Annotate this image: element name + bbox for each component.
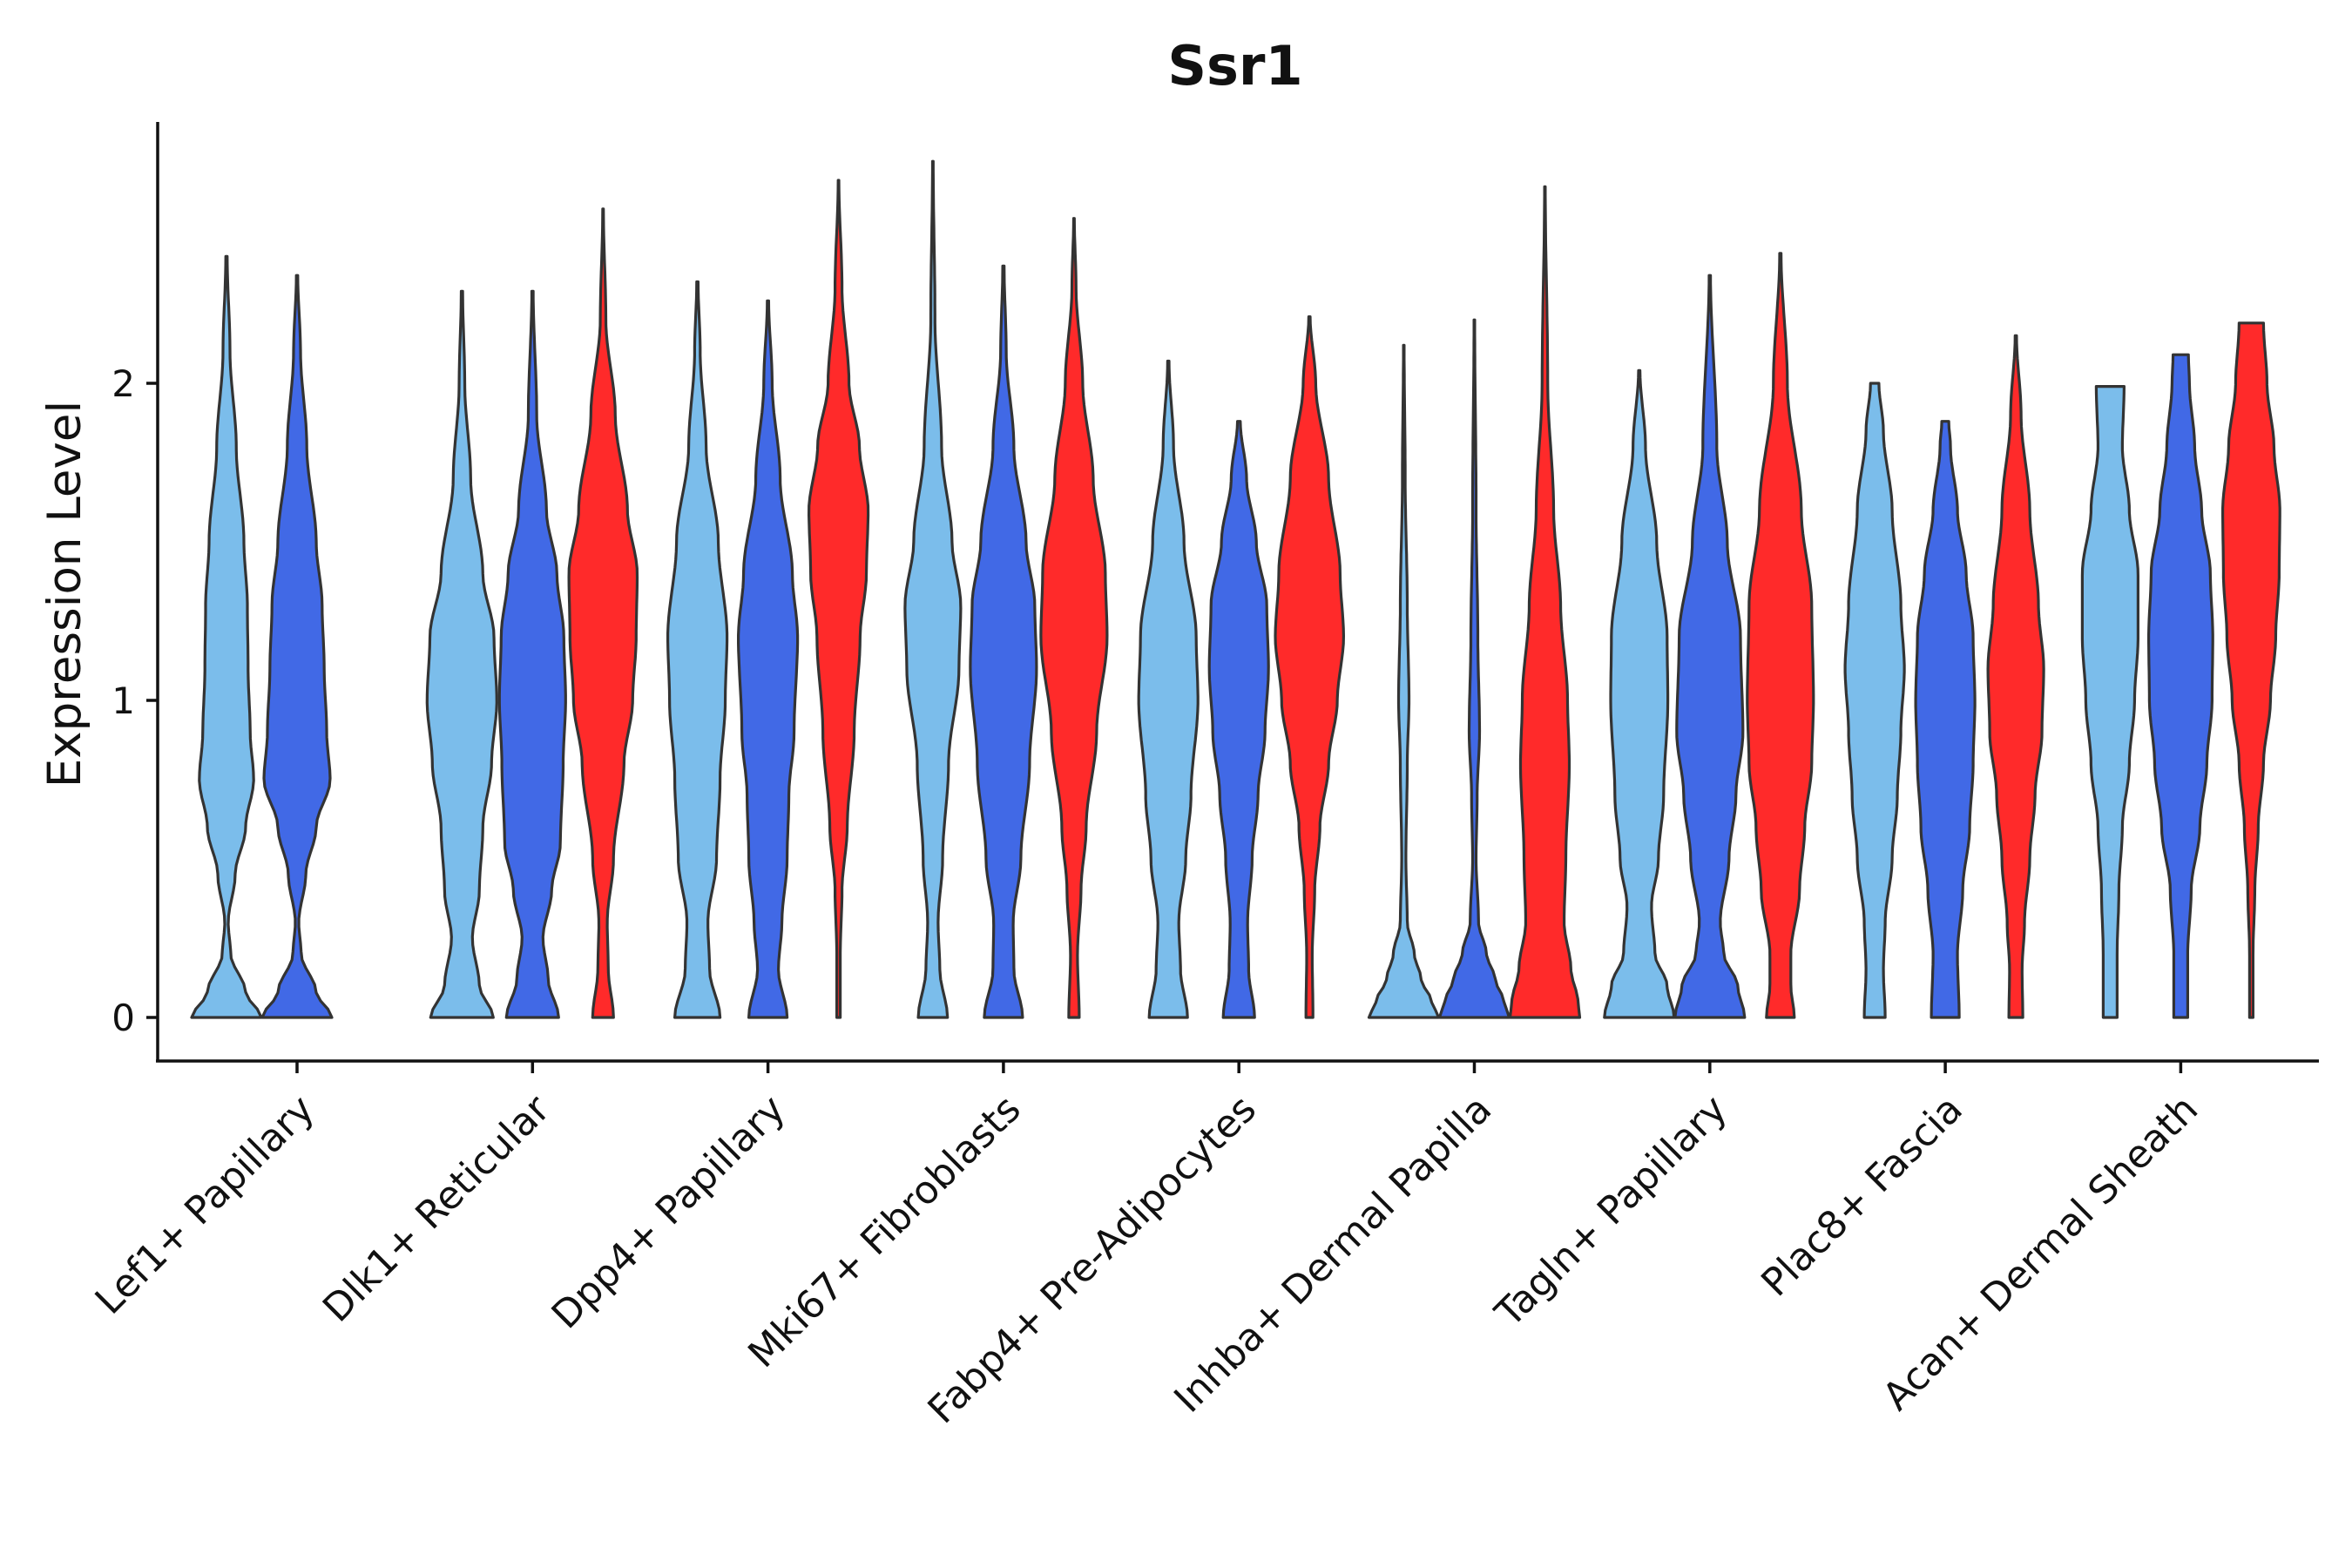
violin-shape	[1437, 318, 1511, 1019]
x-category-label: Dlk1+ Reticular	[314, 1086, 559, 1331]
violin-shape	[1746, 252, 1815, 1019]
violin-shape	[1843, 382, 1906, 1019]
violin-shape	[425, 289, 498, 1019]
x-category-label: Dpp4+ Papillary	[544, 1087, 794, 1338]
y-tick-label: 0	[112, 997, 135, 1039]
violin-shape	[497, 289, 567, 1019]
violin-shape	[2080, 385, 2139, 1019]
violin-group	[190, 159, 2281, 1019]
x-category-label: Tagln+ Papillary	[1486, 1087, 1735, 1336]
violin-shape	[1914, 420, 1977, 1019]
y-axis-label: Expression Level	[38, 401, 91, 787]
violin-shape	[1039, 217, 1109, 1019]
violin-shape	[190, 254, 263, 1019]
violin-shape	[1207, 420, 1270, 1019]
y-tick-label: 2	[112, 362, 135, 405]
violin-shape	[1508, 185, 1582, 1019]
x-category-label: Plac8+ Fascia	[1753, 1087, 1971, 1306]
violin-shape	[1274, 315, 1345, 1019]
x-category-label: Lef1+ Papillary	[87, 1087, 323, 1323]
violin-shape	[1603, 368, 1676, 1019]
violin-shape	[1986, 334, 2045, 1019]
violin-shape	[903, 159, 963, 1019]
violin-shape	[567, 207, 639, 1019]
violin-shape	[737, 299, 800, 1019]
x-category-label: Mki67+ Fibroblasts	[740, 1087, 1029, 1376]
violin-shape	[260, 274, 334, 1019]
chart-title: Ssr1	[1167, 34, 1302, 98]
violin-shape	[666, 280, 729, 1019]
y-ticks: 0 1 2	[112, 362, 158, 1039]
violin-shape	[1367, 343, 1441, 1019]
violin-shape	[2221, 321, 2281, 1019]
violin-shape	[808, 179, 870, 1019]
y-tick-label: 1	[112, 679, 135, 722]
violin-shape	[1673, 274, 1747, 1019]
violin-shape	[969, 264, 1038, 1019]
violin-shape	[1137, 359, 1200, 1019]
violin-shape	[2147, 353, 2214, 1019]
